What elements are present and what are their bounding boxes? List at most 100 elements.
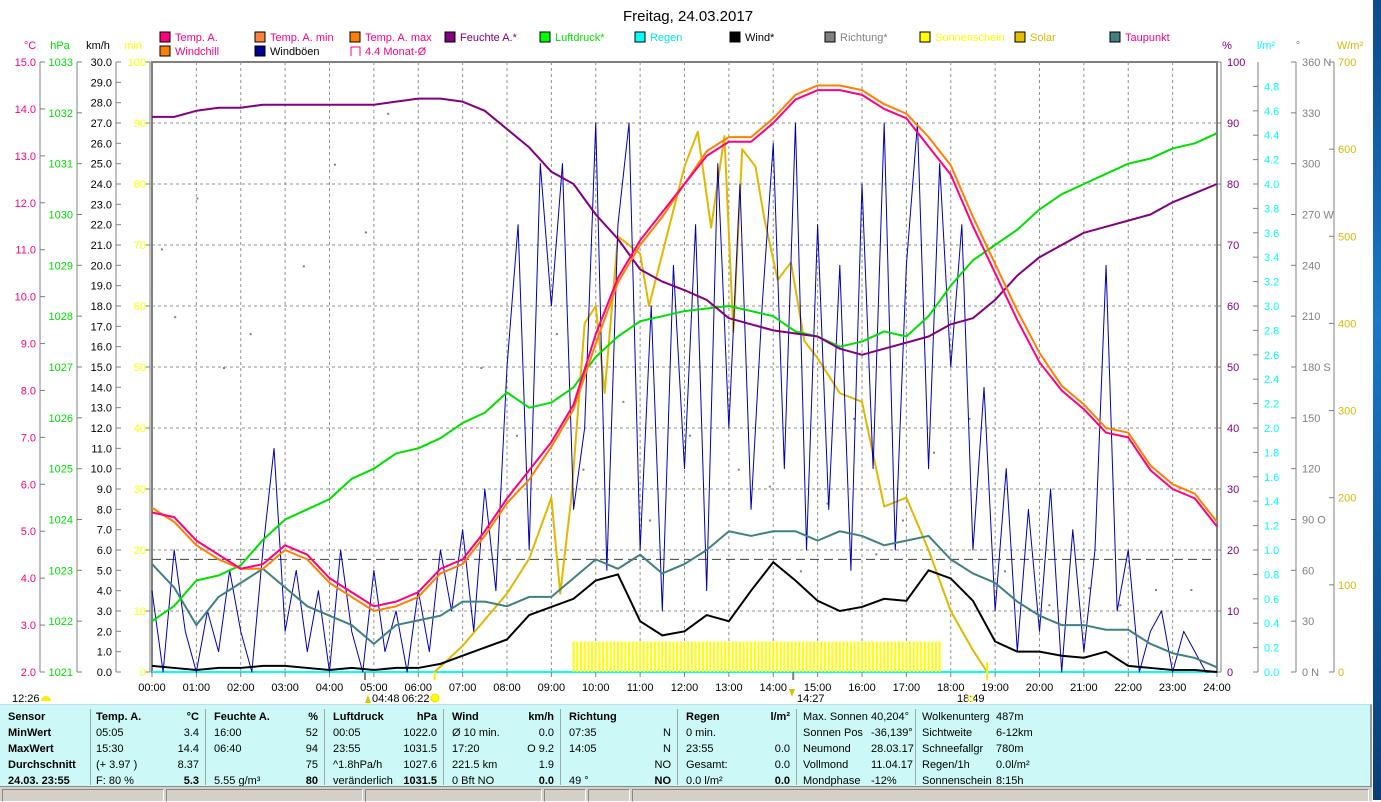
x-axis-label: 05:00 (360, 682, 388, 694)
legend-swatch (444, 31, 456, 43)
legend-swatch (1014, 31, 1026, 43)
series-line-windböen (151, 122, 1217, 673)
summary-value: 0.0 (538, 727, 554, 739)
direction-point (622, 400, 625, 403)
direction-point (799, 570, 802, 573)
legend-swatch (634, 31, 646, 43)
plot-area (151, 84, 1218, 673)
direction-point (1004, 570, 1006, 573)
annotations: 12:26 04:48 06:22 14:27 18:49 (12, 662, 989, 704)
legend-swatch (539, 31, 551, 43)
summary-value: 1031.5 (403, 775, 437, 787)
wind-axis-label: 14.0 (91, 382, 112, 394)
solar-axis-label: 700 (1338, 57, 1356, 69)
summary-row: Neumond 28.03.17 (799, 741, 915, 757)
summary-value: 1027.6 (403, 759, 437, 771)
summary-row: Max. Sonnen 40,204° (799, 709, 915, 725)
wind-axis-label: 22.0 (91, 220, 112, 232)
summary-row: Sensor (5, 709, 90, 725)
legend-swatch (824, 31, 836, 43)
rain-axis-label: 3.8 (1264, 203, 1279, 215)
temp-axis-label: 10.0 (15, 292, 36, 304)
rain-axis-label: 2.8 (1264, 325, 1279, 337)
x-axis-label: 14:00 (759, 682, 787, 694)
legend-label: Solar (1030, 32, 1056, 44)
desktop-background (1373, 0, 1381, 800)
rain-axis-label: 3.0 (1264, 301, 1279, 313)
solar-axis-label: 200 (1338, 493, 1356, 505)
summary-label: 23:55 (333, 743, 361, 755)
summary-row: 221.5 km 1.9 (446, 757, 560, 773)
summary-label: Sensor (8, 711, 46, 723)
summary-row: Sonnen Pos -36,139° (799, 725, 915, 741)
summary-label: Regen (686, 711, 720, 723)
rain-axis-label: 2.6 (1264, 350, 1279, 362)
x-axis-label: 08:00 (493, 682, 521, 694)
summary-label: Durchschnitt (8, 759, 76, 771)
press-axis-label: 1025 (49, 464, 73, 476)
status-segment (632, 789, 1369, 802)
direction-point (968, 417, 971, 420)
dir-axis-label: 240 (1302, 260, 1320, 272)
x-axis-label: 16:00 (848, 682, 876, 694)
summary-row: Sonnenschein 8:15h (918, 773, 1038, 789)
press-axis-label: 1027 (49, 362, 73, 374)
solar-axis-label: 100 (1338, 580, 1356, 592)
grid (151, 61, 1218, 673)
series-line-luftdruck (151, 132, 1218, 622)
summary-row: veränderlich 1031.5 (327, 773, 443, 789)
summary-row: (+ 3.97 ) 8.37 (90, 757, 205, 773)
summary-value: -36,139° (871, 727, 913, 739)
summary-label: 0 Bft NO (452, 775, 495, 787)
rain-axis-label: 2.4 (1264, 374, 1279, 386)
press-axis-label: 1029 (49, 260, 73, 272)
direction-point (649, 519, 651, 522)
temp-axis-label: 12.0 (15, 198, 36, 210)
dir-axis-label: 30 (1302, 616, 1314, 628)
wind-axis-label: 9.0 (97, 484, 112, 496)
summary-label: Neumond (803, 743, 851, 755)
summary-value: 6-12km (996, 727, 1033, 739)
wind-axis-label: 23.0 (91, 199, 112, 211)
hum-axis-unit: % (1222, 40, 1232, 52)
x-axis-label: 19:00 (981, 682, 1009, 694)
summary-label: 17:20 (452, 743, 480, 755)
summary-row: Richtung (563, 709, 677, 725)
rain-axis-label: 3.4 (1264, 252, 1279, 264)
summary-value: 1.9 (538, 759, 554, 771)
press-axis-label: 1030 (49, 210, 73, 222)
legend-swatch (349, 31, 361, 43)
summary-label: Temp. A. (96, 711, 142, 723)
min-axis-label: 30 (134, 484, 146, 496)
dir-axis-label: 300 (1302, 159, 1320, 171)
direction-point (223, 367, 225, 369)
wind-axis-label: 16.0 (91, 342, 112, 354)
summary-row: Feuchte A.% (208, 709, 324, 725)
summary-row: Durchschnitt (5, 757, 90, 773)
summary-row: 0.0 l/m² 0.0 (680, 773, 796, 789)
summary-label: 16:00 (214, 727, 242, 739)
summary-value: 40,204° (871, 711, 910, 723)
solar-axis-label: 400 (1338, 318, 1356, 330)
wind-axis-label: 8.0 (97, 504, 112, 516)
summary-value: 1022.0 (403, 727, 437, 739)
summary-row: 24.03. 23:55 (5, 773, 90, 789)
temp-axis-label: 5.0 (21, 526, 36, 538)
summary-row: Wind km/h (446, 709, 560, 725)
legend-label: Taupunkt (1125, 32, 1170, 44)
summary-row: Sichtweite 6-12km (918, 725, 1038, 741)
press-axis-label: 1026 (49, 413, 73, 425)
direction-point (196, 197, 199, 200)
summary-value: -12% (871, 775, 897, 787)
temp-axis-label: 14.0 (15, 104, 36, 116)
direction-point (515, 434, 518, 437)
hum-axis-label: 70 (1227, 240, 1239, 252)
summary-column: Max. Sonnen 40,204° Sonnen Pos -36,139° Neum… (799, 709, 916, 787)
direction-point (582, 468, 585, 471)
rain-axis-label: 4.6 (1264, 106, 1279, 118)
summary-row: ^1.8hPa/h 1027.6 (327, 757, 443, 773)
dir-axis-label: 60 (1302, 565, 1314, 577)
summary-row: MaxWert (5, 741, 90, 757)
x-axis-label: 17:00 (893, 682, 921, 694)
x-axis-label: 01:00 (183, 682, 211, 694)
